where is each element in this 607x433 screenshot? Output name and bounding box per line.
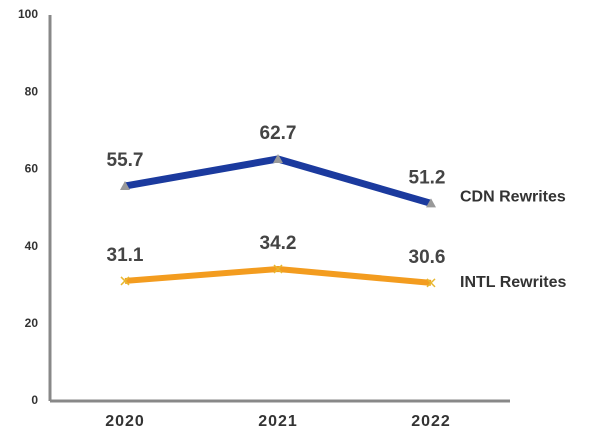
y-tick-label: 40 bbox=[25, 239, 39, 253]
data-label: 34.2 bbox=[260, 233, 297, 254]
data-label: 31.1 bbox=[107, 245, 144, 266]
y-tick-label: 60 bbox=[25, 162, 39, 176]
y-tick-label: 100 bbox=[18, 7, 38, 21]
x-tick-label: 2022 bbox=[411, 413, 451, 430]
y-tick-label: 0 bbox=[31, 393, 38, 407]
series-line bbox=[124, 155, 432, 207]
y-tick-label: 80 bbox=[25, 84, 39, 98]
marker bbox=[426, 198, 436, 208]
marker bbox=[120, 276, 130, 286]
x-tick-label: 2021 bbox=[258, 413, 298, 430]
marker bbox=[426, 278, 436, 288]
series-label: INTL Rewrites bbox=[460, 274, 567, 291]
data-label: 30.6 bbox=[409, 247, 446, 268]
data-label: 62.7 bbox=[260, 123, 297, 144]
marker bbox=[273, 264, 283, 274]
marker bbox=[120, 180, 130, 190]
marker bbox=[273, 153, 283, 163]
y-tick-label: 20 bbox=[25, 316, 39, 330]
series-line bbox=[124, 265, 432, 286]
x-tick-label: 2020 bbox=[105, 413, 145, 430]
data-label: 51.2 bbox=[409, 167, 446, 188]
data-label: 55.7 bbox=[107, 150, 144, 171]
series-label: CDN Rewrites bbox=[460, 189, 566, 206]
